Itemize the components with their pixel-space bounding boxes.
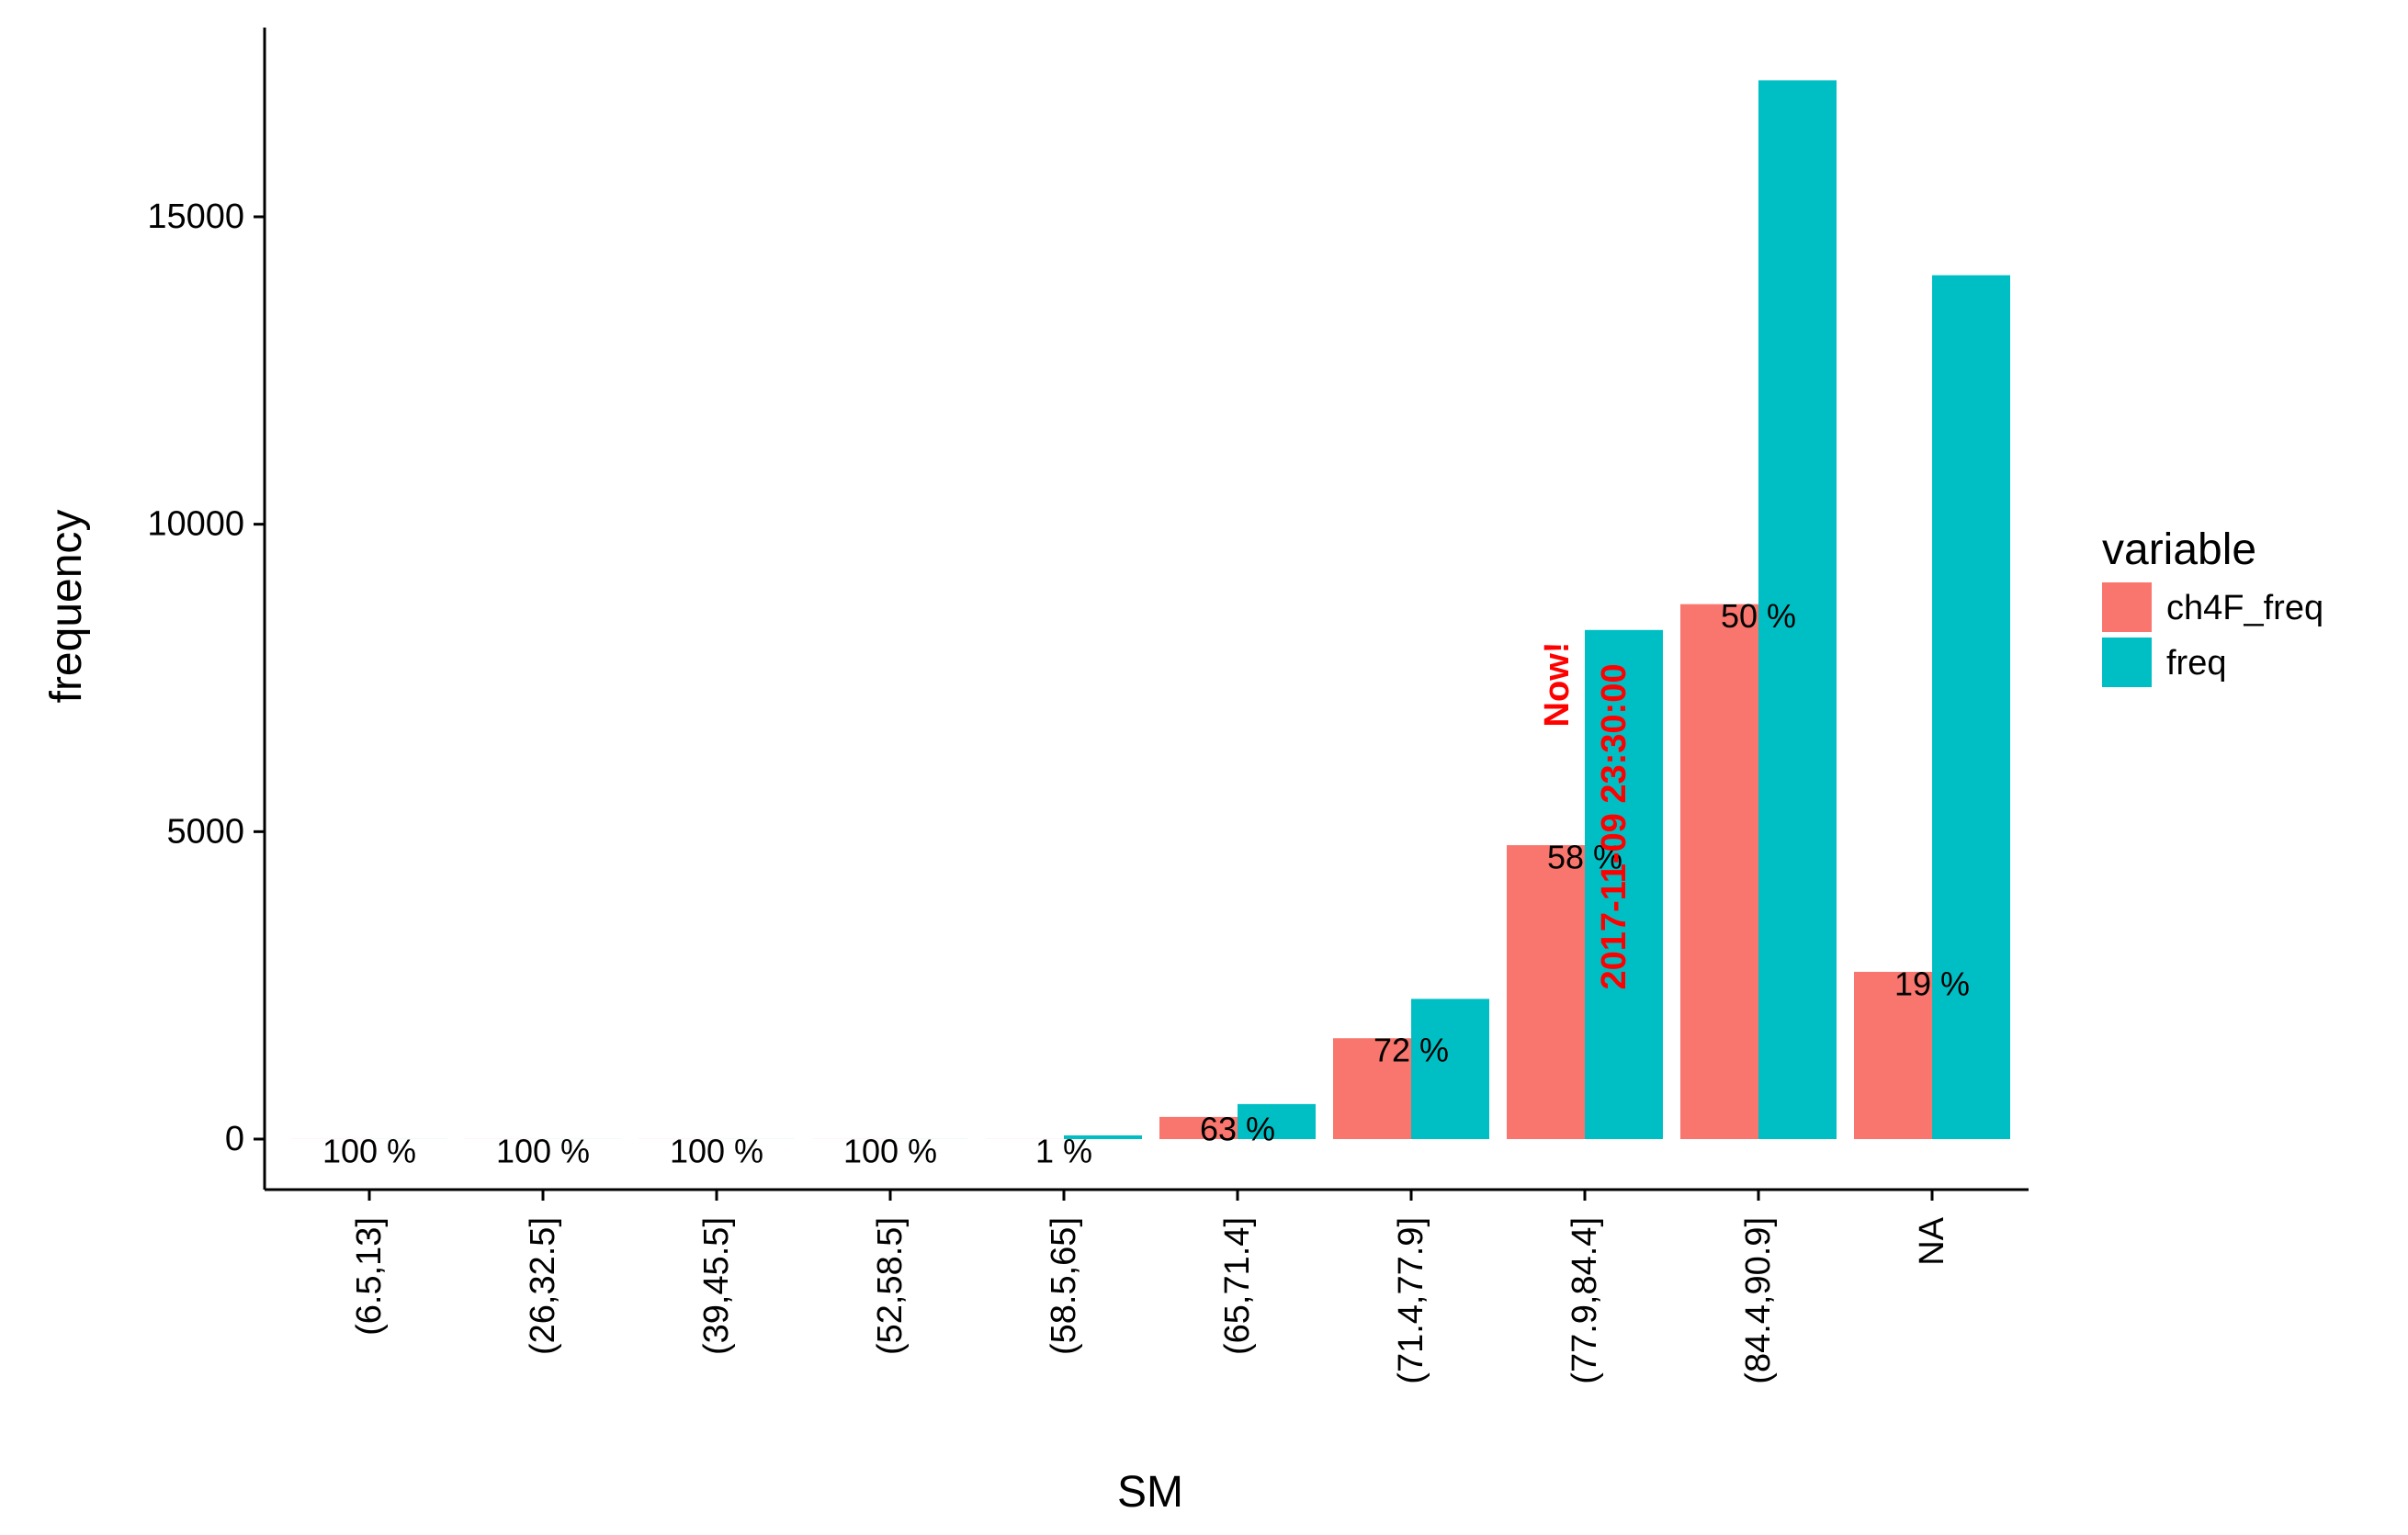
x-tick-label: (77.9,84.4]	[1566, 1217, 1604, 1384]
y-axis-title: frequency	[42, 510, 91, 704]
annotation-line-1: 2017-11-09 23:30:00	[1595, 664, 1634, 990]
bar-label-3: 100 %	[843, 1132, 937, 1169]
legend-swatch-ch4F_freq	[2102, 582, 2152, 632]
x-tick-label: (52,58.5]	[871, 1217, 910, 1355]
annotation-layer: Now! 2017-11-09 23:30:00	[1538, 642, 1634, 990]
bar-freq-8	[1758, 80, 1837, 1140]
bar-label-6: 72 %	[1374, 1032, 1449, 1069]
bar-ch4F_freq-9	[1854, 971, 1932, 1139]
bar-freq-4	[1064, 1134, 1142, 1139]
legend-swatch-freq	[2102, 638, 2152, 687]
x-tick-label: (6.5,13]	[350, 1217, 389, 1336]
bar-freq-9	[1932, 275, 2010, 1139]
axes-layer	[263, 28, 2029, 1191]
bar-ch4F_freq-5	[1159, 1116, 1238, 1139]
bar-freq-6	[1411, 999, 1489, 1139]
legend-label-freq: freq	[2166, 644, 2226, 683]
x-tick-label: (71.4,77.9]	[1392, 1217, 1430, 1384]
bar-freq-5	[1238, 1103, 1316, 1139]
legend-title: variable	[2102, 525, 2256, 574]
bar-label-7: 58 %	[1547, 839, 1622, 876]
bar-label-0: 100 %	[322, 1132, 416, 1169]
x-tick-label: (26,32.5]	[524, 1217, 562, 1355]
y-tick-label: 15000	[147, 198, 244, 236]
bar-ch4F_freq-6	[1333, 1038, 1411, 1139]
bar-label-5: 63 %	[1200, 1110, 1275, 1147]
bars-layer	[291, 80, 2010, 1140]
x-tick-label: NA	[1913, 1216, 1951, 1265]
x-tick-label: (39,45.5]	[697, 1217, 736, 1355]
annotation-line-0: Now!	[1538, 642, 1577, 728]
bar-label-2: 100 %	[670, 1132, 763, 1169]
x-tick-label: (84.4,90.9]	[1739, 1217, 1778, 1384]
y-tick-label: 10000	[147, 505, 244, 544]
y-tick-label: 5000	[166, 812, 244, 851]
y-ticks-layer: 0 5000 10000 15000	[147, 198, 265, 1158]
bar-freq-7	[1585, 629, 1663, 1139]
x-tick-label: (65,71.4]	[1218, 1217, 1257, 1355]
bar-ch4F_freq-7	[1507, 845, 1585, 1139]
bar-label-8: 50 %	[1721, 597, 1796, 635]
x-tick-label: (58.5,65]	[1045, 1217, 1083, 1355]
bar-ch4F_freq-8	[1680, 604, 1758, 1139]
x-ticks-layer: (6.5,13] (26,32.5] (39,45.5] (52,58.5] (58.5…	[350, 1190, 1951, 1384]
bar-label-1: 100 %	[496, 1132, 590, 1169]
bar-label-9: 19 %	[1894, 965, 1970, 1002]
y-tick-label: 0	[225, 1120, 244, 1158]
legend-label-ch4F_freq: ch4F_freq	[2166, 589, 2323, 627]
bar-label-4: 1 %	[1035, 1132, 1092, 1169]
x-axis-title: SM	[1117, 1468, 1183, 1517]
bar-labels-layer: 100 % 100 % 100 % 100 % 1 % 63 % 72 % 58 % 50 % 1…	[322, 597, 1970, 1169]
